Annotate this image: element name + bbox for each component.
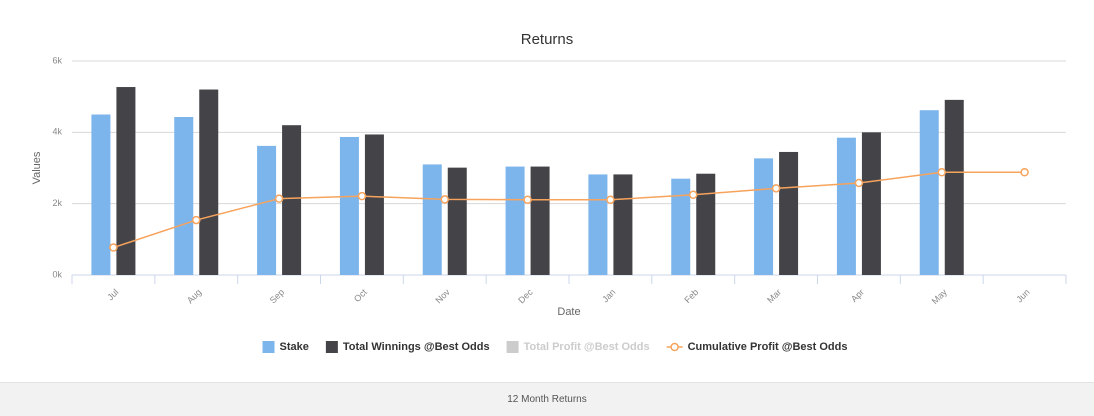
legend-label: Cumulative Profit @Best Odds: [688, 341, 848, 353]
legend-item: Cumulative Profit @Best Odds: [666, 341, 848, 353]
legend-symbol: [670, 342, 679, 352]
x-tick-label: Feb: [682, 287, 700, 305]
line-marker: [689, 190, 698, 199]
legend-label: Total Profit @Best Odds: [524, 341, 650, 353]
line-marker: [274, 194, 284, 203]
x-tick-label: Sep: [268, 287, 286, 305]
chart-title: Returns: [521, 31, 574, 48]
line-marker: [192, 215, 201, 225]
bar: [282, 125, 302, 275]
x-tick-label: Apr: [849, 287, 866, 304]
x-tick-label: Nov: [433, 287, 452, 306]
line-marker: [606, 195, 615, 204]
line-marker: [771, 184, 781, 193]
bar: [861, 132, 881, 275]
line: [113, 171, 1025, 249]
line-marker: [523, 195, 532, 204]
line-marker: [440, 195, 449, 204]
bar: [447, 167, 467, 275]
legend-label: Stake: [280, 341, 309, 353]
bar: [671, 178, 691, 275]
bar: [530, 166, 550, 275]
bar: [613, 174, 633, 275]
legend-label: Total Winnings @Best Odds: [343, 341, 490, 353]
x-tick-label: Oct: [352, 287, 369, 304]
line-marker: [854, 178, 864, 188]
line-marker: [109, 243, 118, 252]
line-marker: [357, 191, 367, 201]
bar: [174, 116, 194, 275]
legend-item: Total Winnings @Best Odds: [325, 341, 490, 353]
bar: [588, 174, 608, 275]
x-tick-label: Jun: [1014, 287, 1031, 304]
legend: Stake Total Winnings @Best Odds Total Prof…: [262, 341, 848, 353]
legend-symbol: [262, 341, 275, 353]
bar: [754, 158, 774, 275]
x-tick-label: Aug: [185, 287, 203, 305]
x-tick-label: Jan: [600, 287, 617, 304]
bar: [944, 99, 964, 275]
x-tick-label: May: [930, 287, 949, 306]
legend-symbol: [506, 341, 519, 353]
x-tick-label: Dec: [516, 287, 535, 306]
y-tick-label: 4k: [52, 127, 62, 137]
bar: [116, 87, 136, 275]
bar: [779, 151, 799, 275]
chart: Returns Date Values 0k 2k 4k 6k Jul Aug Sep Oct…: [31, 31, 1067, 353]
line-marker: [937, 168, 946, 177]
x-axis-title: Date: [557, 306, 580, 318]
y-tick-label: 0k: [52, 269, 62, 279]
bar: [339, 136, 359, 275]
bar: [91, 114, 111, 275]
bar: [919, 110, 939, 275]
bar: [422, 164, 442, 275]
bar: [836, 137, 856, 275]
y-axis-title: Values: [31, 151, 43, 184]
legend-item: Total Profit @Best Odds: [506, 341, 650, 353]
line-marker: [1020, 168, 1029, 177]
legend-symbol: [325, 341, 338, 353]
bar: [257, 145, 277, 275]
y-tick-label: 2k: [52, 198, 62, 208]
bar: [199, 89, 219, 276]
x-tick-label: Mar: [765, 287, 783, 305]
legend-item: Stake: [262, 341, 309, 353]
bar: [696, 173, 716, 275]
bar: [505, 166, 525, 275]
x-tick-label: Jul: [105, 287, 120, 302]
footer: 12 Month Returns: [0, 382, 1094, 416]
bar: [364, 134, 384, 275]
y-tick-label: 6k: [52, 55, 62, 65]
